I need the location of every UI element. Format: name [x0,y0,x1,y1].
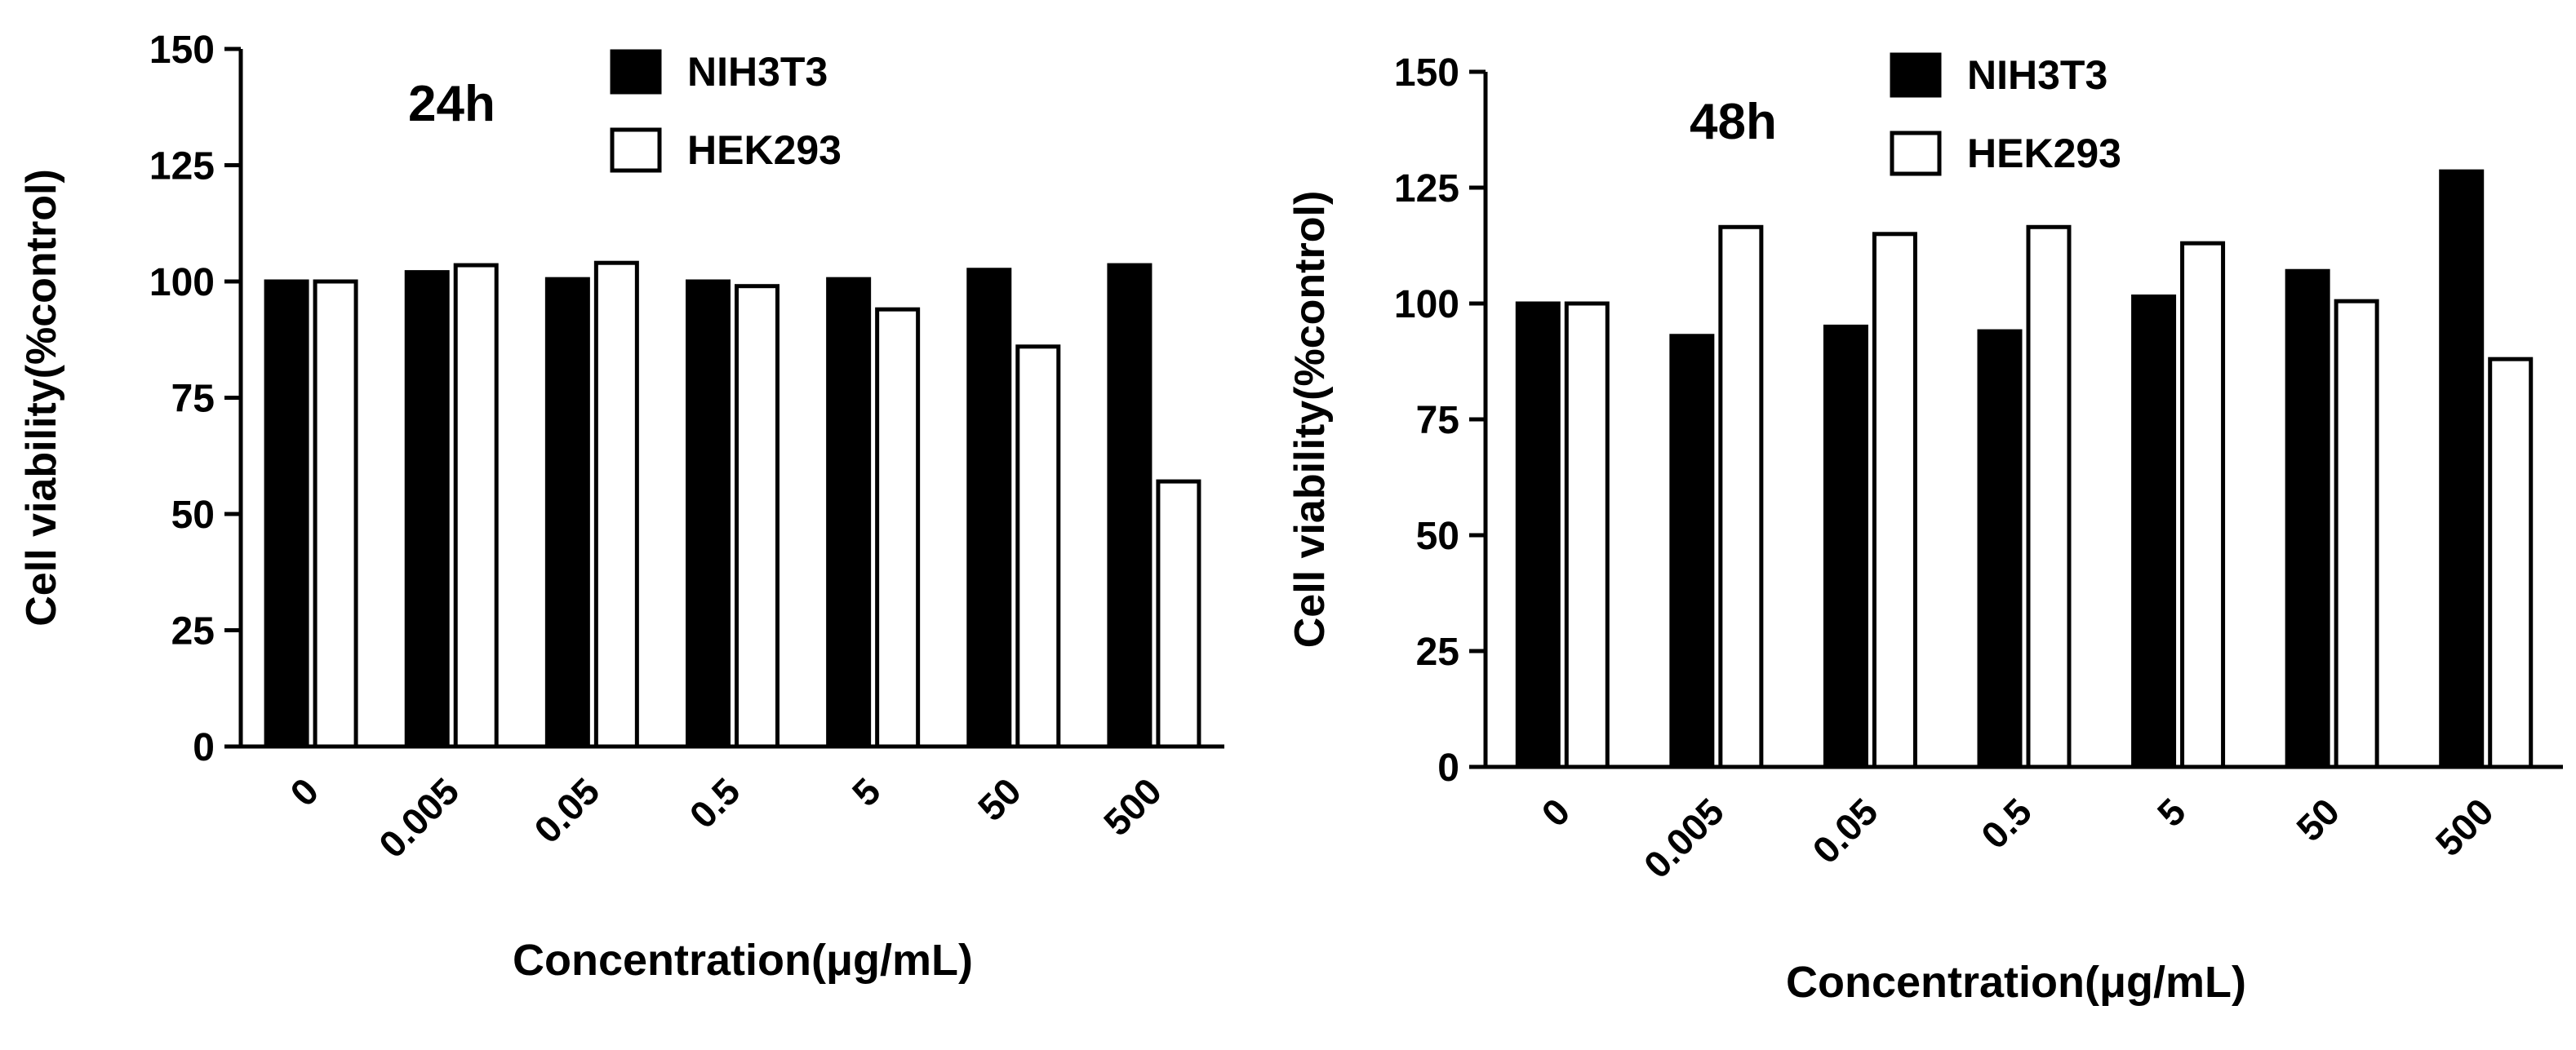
y-tick-label: 100 [149,261,215,304]
y-tick-label: 100 [1394,283,1459,326]
bar-nih3t3 [826,277,872,749]
panel-24h: 0 25 50 75 100 125 150 0 0.005 0.05 0.5 5 50 500 24h NI… [18,29,1224,985]
bar-nih3t3 [2439,169,2485,769]
x-tick-label: 500 [2427,790,2502,864]
y-tick-label: 0 [1437,747,1459,790]
y-tick-label: 25 [171,610,215,653]
bar-hek293 [2180,241,2226,769]
bar-hek293 [1718,224,1764,769]
bar-hek293 [313,279,358,749]
bar-nih3t3 [264,279,309,749]
bar-nih3t3 [686,279,731,749]
bar-hek293 [1872,232,1917,769]
x-tick-label: 0 [1533,790,1578,835]
x-axis-title: Concentration(μg/mL) [513,936,973,985]
bar-nih3t3 [1515,301,1561,769]
legend-swatch [610,49,662,95]
x-tick-label: 0.005 [371,769,467,866]
bar-nih3t3 [1107,263,1153,749]
y-axis-title: Cell viability(%control) [1286,191,1334,649]
x-tick-label: 50 [970,769,1029,829]
bar-nih3t3 [544,277,590,749]
y-tick-label: 0 [193,726,215,769]
bar-hek293 [2334,299,2379,769]
legend-swatch [610,127,662,173]
bar-hek293 [1015,344,1061,749]
y-tick-label: 50 [1416,515,1459,558]
bar-nih3t3 [966,268,1012,749]
x-tick-label: 0.05 [526,769,607,851]
bar-nih3t3 [404,270,450,749]
panel-48h: 0 25 50 75 100 125 150 0 0.005 0.05 0.5 5 50 500 48h NI… [1286,51,2563,1007]
y-axis-title: Cell viability(%control) [18,169,65,627]
bar-hek293 [593,260,639,749]
legend-label: HEK293 [1967,131,2121,176]
bar-hek293 [2026,224,2072,769]
bar-hek293 [1564,301,1610,769]
x-axis-title: Concentration(μg/mL) [1786,958,2246,1007]
bar-nih3t3 [1669,334,1715,769]
bar-nih3t3 [1977,329,2023,769]
bar-hek293 [735,284,779,749]
y-tick-label: 150 [1394,51,1459,95]
y-tick-label: 75 [171,378,215,421]
bar-hek293 [453,263,499,749]
panel-annotation: 24h [408,76,495,132]
x-tick-label: 500 [1095,769,1170,844]
legend-swatch [1890,52,1942,98]
x-tick-label: 0.005 [1636,790,1732,886]
y-tick-label: 125 [1394,167,1459,210]
x-tick-label: 0.5 [682,769,748,836]
bar-nih3t3 [2131,294,2177,769]
bar-hek293 [1156,479,1201,749]
bar-hek293 [875,307,921,749]
legend-label: HEK293 [687,127,842,173]
x-tick-label: 0.05 [1804,790,1885,871]
x-tick-label: 0 [282,769,326,814]
bar-nih3t3 [2285,268,2330,769]
x-tick-label: 5 [2149,790,2194,835]
y-tick-label: 25 [1416,631,1459,674]
y-tick-label: 125 [149,145,215,188]
bar-hek293 [2488,357,2534,769]
x-tick-label: 0.5 [1973,790,2040,857]
legend-label: NIH3T3 [687,49,828,95]
y-tick-label: 50 [171,494,215,537]
bar-nih3t3 [1823,324,1868,769]
x-tick-label: 5 [844,769,889,814]
panel-annotation: 48h [1690,94,1777,150]
y-tick-label: 75 [1416,399,1459,442]
x-tick-label: 50 [2288,790,2347,849]
legend-label: NIH3T3 [1967,52,2107,98]
y-tick-label: 150 [149,29,215,72]
legend-swatch [1890,131,1942,176]
